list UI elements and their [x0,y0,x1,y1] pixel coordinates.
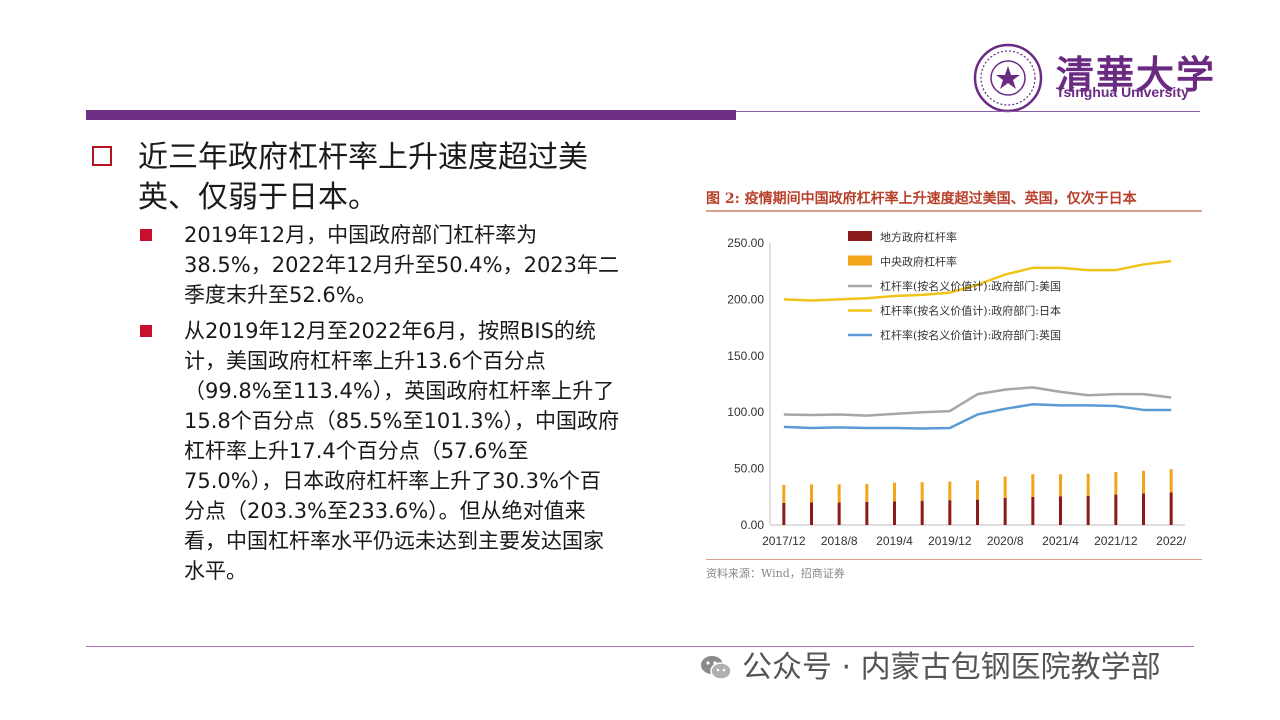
bar-central-government [865,483,869,502]
x-tick-label: 2020/8 [987,534,1024,548]
bar-local-government [1031,496,1035,525]
bar-local-government [976,499,979,525]
x-tick-label: 2019/12 [928,534,972,548]
list-item: 从2019年12月至2022年6月，按照BIS的统计，美国政府杠杆率上升13.6… [140,316,620,586]
line-uk-government [783,403,1172,430]
heading-text: 近三年政府杠杆率上升速度超过美英、仅弱于日本。 [138,140,588,215]
bar-local-government [865,501,869,525]
bar-central-government [920,482,924,501]
wechat-watermark: 公众号 · 内蒙古包钢医院教学部 [700,650,1260,690]
figure-title: 图 2: 疫情期间中国政府杠杆率上升速度超过美国、英国，仅次于日本 [706,191,1137,207]
bar-central-government [810,484,813,503]
header-divider-bar [86,110,736,120]
bar-local-government [810,502,813,525]
y-tick-label: 250.00 [727,236,764,250]
bar-local-government [837,502,841,525]
bar-local-government [893,501,896,525]
tsinghua-seal-icon [973,43,1043,113]
legend-swatch [848,231,872,241]
figure-top-rule [706,210,1202,212]
header-divider-line [736,111,1200,112]
watermark-text: 公众号 · 内蒙古包钢医院教学部 [742,650,1161,685]
bar-local-government [1003,497,1007,525]
logo-english-name: Tsinghua University [1056,84,1189,100]
bar-local-government [920,500,924,525]
x-tick-label: 2021/4 [1042,534,1079,548]
bar-central-government [1169,469,1173,493]
bar-central-government [976,480,979,500]
bar-central-government [1003,476,1007,498]
bullet-text: 从2019年12月至2022年6月，按照BIS的统计，美国政府杠杆率上升13.6… [184,319,620,583]
bar-local-government [1142,493,1145,525]
y-tick-label: 50.00 [734,462,764,476]
y-tick-label: 150.00 [727,349,764,363]
bar-local-government [1086,495,1090,525]
line-usa-government [783,386,1172,417]
bar-local-government [1169,492,1173,525]
square-bullet-icon [92,146,112,166]
figure-bottom-rule [706,559,1202,560]
x-tick-label: 2017/12 [762,534,806,548]
x-tick-label: 2019/4 [876,534,913,548]
footer-divider-line [86,646,1194,647]
bar-central-government [782,484,786,504]
logo-chinese-name: 清華大学 [1056,52,1217,97]
y-tick-label: 100.00 [727,405,764,419]
x-tick-label: 2021/12 [1094,534,1138,548]
bar-central-government [948,481,952,501]
bar-local-government [782,503,786,525]
bar-local-government [1114,494,1118,525]
bar-central-government [1031,474,1035,497]
list-item: 2019年12月，中国政府部门杠杆率为38.5%，2022年12月升至50.4%… [140,220,620,310]
y-tick-label: 200.00 [727,292,764,306]
bar-local-government [948,500,952,525]
legend-entry: 地方政府杠杆率 [880,230,957,244]
bullet-list: 2019年12月，中国政府部门杠杆率为38.5%，2022年12月升至50.4%… [140,220,620,592]
y-tick-label: 0.00 [741,518,765,532]
bar-central-government [1142,470,1145,494]
bar-central-government [1086,473,1090,496]
bar-local-government [1059,496,1062,525]
bullet-text: 2019年12月，中国政府部门杠杆率为38.5%，2022年12月升至50.4%… [184,223,620,307]
legend-entry: 杠杆率(按名义价值计):政府部门:美国 [880,279,1061,293]
legend-entry: 杠杆率(按名义价值计):政府部门:英国 [880,328,1061,342]
square-bullet-icon [140,229,152,241]
legend-entry: 杠杆率(按名义价值计):政府部门:日本 [880,304,1061,318]
bar-central-government [1114,471,1118,495]
bar-central-government [837,484,841,503]
bar-central-government [893,482,896,502]
leverage-chart: 250.00 200.00 150.00 100.00 50.00 0.00 2017/12… [727,230,1187,548]
x-tick-label: 2022/ [1156,534,1187,548]
figure-source: 资料来源：Wind，招商证券 [706,567,845,580]
legend-entry: 中央政府杠杆率 [880,255,957,269]
wechat-icon [701,656,732,680]
x-tick-label: 2018/8 [821,534,858,548]
bar-central-government [1059,474,1062,497]
tsinghua-logo: 清華大学 Tsinghua University [972,42,1214,113]
line-japan-government [783,259,1172,302]
square-bullet-icon [140,325,152,337]
legend-swatch [848,255,872,266]
